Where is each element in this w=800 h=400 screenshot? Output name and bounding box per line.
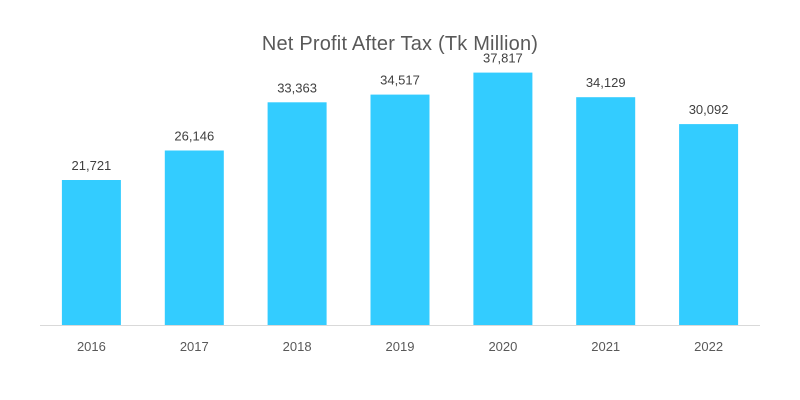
bar-2019 bbox=[370, 94, 430, 325]
x-tick-label-2018: 2018 bbox=[283, 339, 312, 354]
bar-2021 bbox=[576, 97, 636, 325]
x-tick-label-2019: 2019 bbox=[386, 339, 415, 354]
x-tick-label-2020: 2020 bbox=[488, 339, 517, 354]
data-label-2017: 26,146 bbox=[174, 129, 214, 144]
x-tick-label-2022: 2022 bbox=[694, 339, 723, 354]
data-label-2021: 34,129 bbox=[586, 75, 626, 90]
x-tick-label-2021: 2021 bbox=[591, 339, 620, 354]
data-label-2018: 33,363 bbox=[277, 80, 317, 95]
data-label-2022: 30,092 bbox=[689, 102, 729, 117]
bar-2022 bbox=[679, 124, 739, 325]
x-tick-label-2016: 2016 bbox=[77, 339, 106, 354]
data-label-2020: 37,817 bbox=[483, 51, 523, 66]
x-tick-label-2017: 2017 bbox=[180, 339, 209, 354]
bar-2017 bbox=[164, 150, 224, 325]
data-label-2016: 21,721 bbox=[72, 158, 112, 173]
data-label-2019: 34,517 bbox=[380, 73, 420, 88]
bar-2016 bbox=[61, 180, 121, 325]
bar-2020 bbox=[473, 72, 533, 325]
bar-2018 bbox=[267, 102, 327, 325]
chart-title: Net Profit After Tax (Tk Million) bbox=[261, 33, 539, 55]
